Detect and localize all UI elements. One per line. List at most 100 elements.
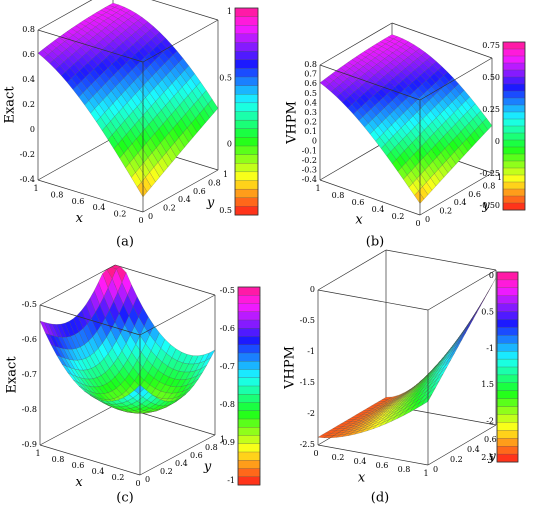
y-tick-label: 0.8 — [483, 181, 496, 190]
z-tick-label: -1.5 — [300, 378, 315, 387]
colorbar-cell — [502, 41, 526, 50]
colorbar-tick-label: 1.5 — [481, 380, 494, 389]
colorbar-cell — [502, 132, 526, 141]
colorbar-cell — [234, 154, 259, 164]
box-edge — [151, 0, 219, 21]
panel-caption: (d) — [371, 491, 389, 506]
box-edge — [37, 29, 144, 63]
x-tick-label: 0.4 — [372, 205, 385, 214]
colorbar-cell — [496, 287, 519, 297]
box-edge — [319, 179, 421, 216]
y-tick-label: 0 — [433, 465, 438, 474]
x-tick-label: 0.6 — [376, 461, 389, 470]
colorbar-cell — [234, 180, 259, 190]
y-axis-label: y — [206, 196, 215, 211]
surface-patch — [461, 321, 472, 336]
colorbar-cell — [234, 76, 259, 87]
colorbar-cell — [496, 453, 519, 463]
colorbar-frame — [237, 286, 261, 486]
colorbar-cell — [502, 111, 526, 120]
panel: 0-0.5-1-1.5-2-2.50 0.2 0.4 0.6 0.8 1 00.20.40.… — [283, 249, 519, 506]
colorbar-cell — [496, 382, 519, 392]
x-axis-label: x — [355, 212, 363, 227]
x-tick-label: 1 — [33, 184, 38, 193]
colorbar-cell — [502, 202, 526, 211]
surface-patch — [137, 182, 148, 198]
z-tick-label: 0.3 — [304, 108, 317, 117]
y-tick-label: 0.6 — [190, 451, 203, 460]
z-tick-label: -0.6 — [22, 335, 37, 344]
surface-patch — [421, 394, 432, 406]
z-tick-label: 0 — [310, 285, 315, 294]
colorbar-cell — [502, 90, 526, 99]
colorbar-cell — [237, 352, 261, 362]
colorbar-frame — [234, 7, 259, 216]
colorbar-cell — [502, 181, 526, 190]
z-tick-label: -2 — [307, 409, 315, 418]
z-tick-label: 0.5 — [304, 89, 317, 98]
box-edge — [317, 444, 429, 466]
z-tick-label: 0.6 — [304, 79, 317, 88]
colorbar-cell — [496, 430, 519, 439]
y-tick-label: 1 — [220, 435, 225, 444]
x-tick-label: 0.2 — [114, 210, 127, 219]
colorbar-cell — [234, 163, 259, 173]
colorbar-cell — [237, 385, 261, 395]
colorbar-cell — [496, 319, 519, 328]
z-tick-label: -0.2 — [302, 156, 317, 165]
x-tick-label: 0 — [135, 479, 140, 488]
colorbar-cell — [234, 197, 259, 207]
colorbar-cell — [502, 62, 526, 71]
z-tick-label: -0.4 — [20, 175, 35, 184]
panel: 0.80.60.40.20-0.2-0.410.80.60.40.20 00.20… — [3, 0, 259, 250]
y-tick-label: 1 — [497, 173, 502, 182]
y-tick-label: 0 — [425, 215, 430, 224]
colorbar-cell — [234, 119, 259, 130]
box-edge — [39, 404, 116, 446]
box-edge — [139, 434, 216, 476]
colorbar-cell — [237, 443, 261, 453]
colorbar-frame — [496, 271, 519, 463]
z-tick-label: 0.6 — [22, 50, 35, 59]
colorbar-cell — [502, 76, 526, 85]
x-tick-label: 0 — [138, 216, 143, 225]
surface-patch — [457, 327, 468, 343]
colorbar-cell — [502, 118, 526, 127]
y-tick-label: 0.2 — [160, 467, 173, 476]
box-edge — [419, 57, 493, 101]
z-tick-label: -0.5 — [300, 316, 315, 325]
colorbar-cell — [502, 188, 526, 197]
colorbar-frame — [502, 41, 526, 211]
colorbar-cell — [496, 366, 519, 376]
x-tick-label: 0.2 — [392, 212, 405, 221]
x-tick-label: 0.8 — [332, 191, 345, 200]
surface-patch — [134, 384, 145, 394]
x-tick-label: 1 — [423, 469, 428, 478]
z-tick-label: -0.3 — [302, 165, 317, 174]
z-tick-label: 0.2 — [22, 100, 35, 109]
y-tick-label: 0.4 — [454, 198, 467, 207]
colorbar-cell — [496, 374, 519, 384]
colorbar-cell — [234, 111, 259, 121]
z-tick-label: -0.1 — [302, 146, 317, 155]
colorbar-cell — [234, 188, 259, 199]
x-tick-label: 0.6 — [352, 198, 365, 207]
colorbar-cell — [237, 377, 261, 387]
box-edge — [139, 294, 216, 336]
x-axis-label: x — [76, 211, 84, 226]
box-edge — [385, 249, 497, 271]
box-edge — [37, 179, 144, 213]
colorbar-cell — [496, 398, 519, 408]
y-tick-label: 0.2 — [439, 207, 452, 216]
surface-patch — [470, 305, 481, 322]
surface-patch — [463, 318, 474, 335]
colorbar-cell — [234, 206, 259, 216]
x-tick-label: 0 — [313, 449, 318, 458]
colorbar-tick-label: -0.7 — [220, 362, 235, 371]
x-tick-label: 0.8 — [398, 465, 411, 474]
x-tick-label: 0.4 — [354, 457, 367, 466]
y-tick-label: 0.6 — [193, 187, 206, 196]
colorbar-tick-label: 2.5 — [481, 453, 494, 462]
x-tick-label: 0.6 — [72, 197, 85, 206]
